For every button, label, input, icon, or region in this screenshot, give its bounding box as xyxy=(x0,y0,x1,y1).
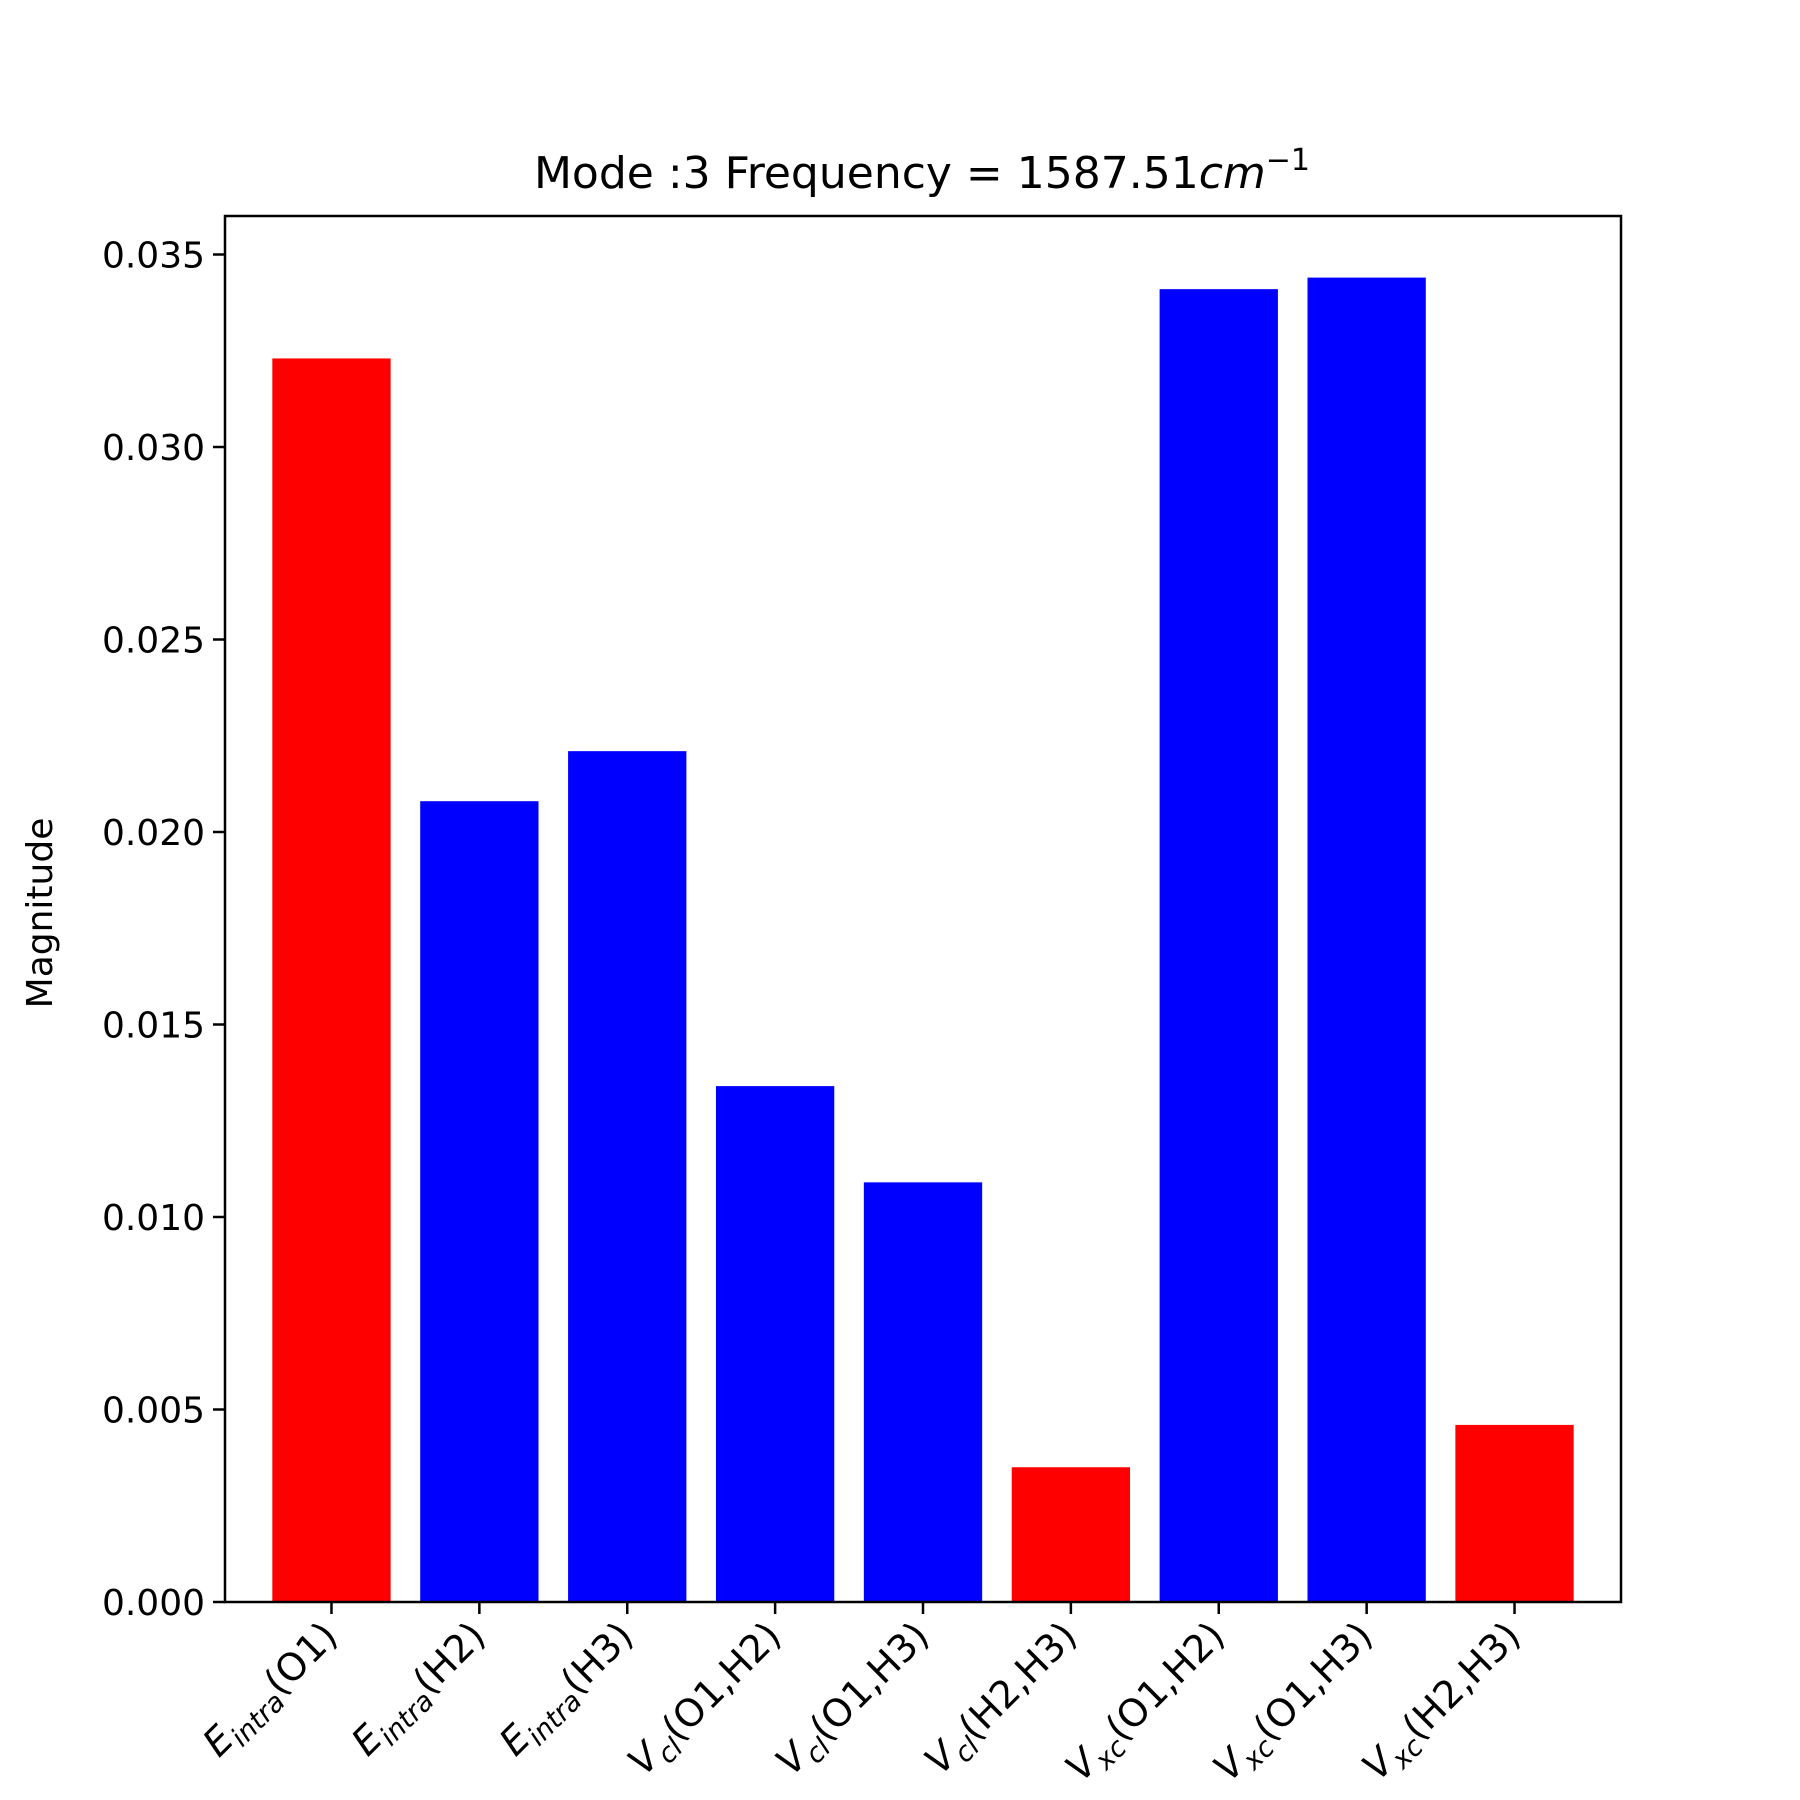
bar-1 xyxy=(420,801,539,1602)
bar-8 xyxy=(1455,1424,1574,1602)
x-tick-label: Eintra(O1) xyxy=(194,1613,351,1770)
bar-6 xyxy=(1159,289,1278,1602)
x-tick-label: Eintra(H2) xyxy=(343,1613,499,1769)
y-tick-label: 0.030 xyxy=(102,428,205,469)
bar-5 xyxy=(1011,1467,1131,1602)
y-tick-label: 0.005 xyxy=(102,1391,205,1432)
y-tick-label: 0.025 xyxy=(102,621,205,662)
y-axis: 0.000 0.005 0.010 0.015 0.020 0.025 0.030 0.035 xyxy=(102,236,225,1624)
bar-7 xyxy=(1307,277,1426,1603)
bar-4 xyxy=(863,1182,983,1602)
y-tick-label: 0.020 xyxy=(102,813,205,854)
x-tick-label: Eintra(H3) xyxy=(491,1613,647,1769)
plot-frame xyxy=(223,214,1623,1604)
x-axis: Eintra(O1)Eintra(H2)Eintra(H3)Vcl(O1,H2)… xyxy=(194,1602,1533,1794)
chart-title-unit: cm xyxy=(1199,148,1266,199)
bar-3 xyxy=(715,1086,835,1602)
x-tick-label: Vcl(O1,H3) xyxy=(767,1613,942,1788)
y-tick-label: 0.015 xyxy=(102,1006,205,1047)
bar-2 xyxy=(568,751,687,1602)
x-tick-label: Vxc(O1,H3) xyxy=(1205,1613,1386,1794)
chart-title-unit-exponent: −1 xyxy=(1266,143,1310,178)
bars-group xyxy=(272,277,1574,1603)
chart-title-text: Mode :3 Frequency = 1587.51 xyxy=(534,148,1199,199)
bar-0 xyxy=(272,358,391,1603)
x-tick-label: Vcl(O1,H2) xyxy=(619,1613,794,1788)
y-tick-label: 0.010 xyxy=(102,1198,205,1239)
y-tick-label: 0.035 xyxy=(102,236,205,277)
y-axis-label: Magnitude xyxy=(20,818,61,1009)
y-tick-label: 0.000 xyxy=(102,1583,205,1624)
x-tick-label: Vxc(O1,H2) xyxy=(1057,1613,1238,1794)
x-tick-label: Vxc(H2,H3) xyxy=(1353,1613,1533,1793)
chart-title: Mode :3 Frequency = 1587.51cm−1 xyxy=(534,143,1310,199)
